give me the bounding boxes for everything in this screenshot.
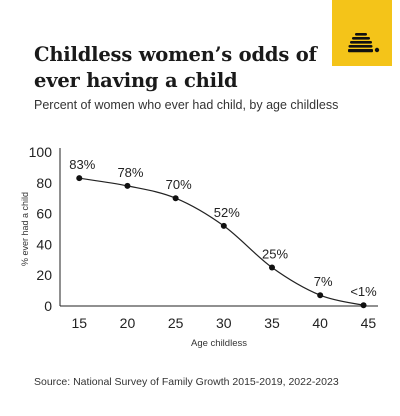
x-tick-label: 25: [168, 315, 184, 331]
data-label: 70%: [166, 177, 192, 192]
data-point: [172, 195, 179, 202]
y-axis-title: % ever had a child: [20, 192, 30, 266]
data-point: [220, 222, 227, 229]
x-tick-label: 35: [264, 315, 280, 331]
y-tick-label: 100: [29, 144, 53, 160]
data-label: 7%: [314, 274, 333, 289]
x-tick-label: 15: [71, 315, 87, 331]
data-point: [76, 175, 83, 182]
x-tick-label: 45: [361, 315, 377, 331]
data-point: [269, 264, 275, 271]
chart-title: Childless women’s odds of ever having a …: [34, 43, 317, 92]
y-tick-label: 80: [36, 175, 52, 191]
data-point: [317, 292, 324, 299]
x-axis-title: Age childless: [191, 338, 247, 349]
brand-logo: [332, 0, 392, 66]
data-label: <1%: [350, 284, 377, 299]
data-label: 25%: [262, 247, 288, 262]
data-label: 83%: [69, 157, 95, 172]
data-point: [360, 302, 367, 309]
y-tick-label: 20: [36, 267, 52, 283]
data-point: [124, 182, 131, 189]
y-tick-label: 40: [36, 236, 52, 252]
data-label: 78%: [117, 165, 143, 180]
x-tick-label: 40: [312, 315, 328, 331]
beehive-icon: [348, 33, 380, 53]
x-tick-label: 20: [120, 315, 136, 331]
source-note: Source: National Survey of Family Growth…: [34, 376, 339, 388]
y-tick-label: 60: [36, 206, 52, 222]
x-tick-label: 30: [216, 315, 232, 331]
data-label: 52%: [214, 205, 240, 220]
chart-subtitle: Percent of women who ever had child, by …: [34, 98, 339, 112]
y-tick-label: 0: [44, 298, 52, 314]
